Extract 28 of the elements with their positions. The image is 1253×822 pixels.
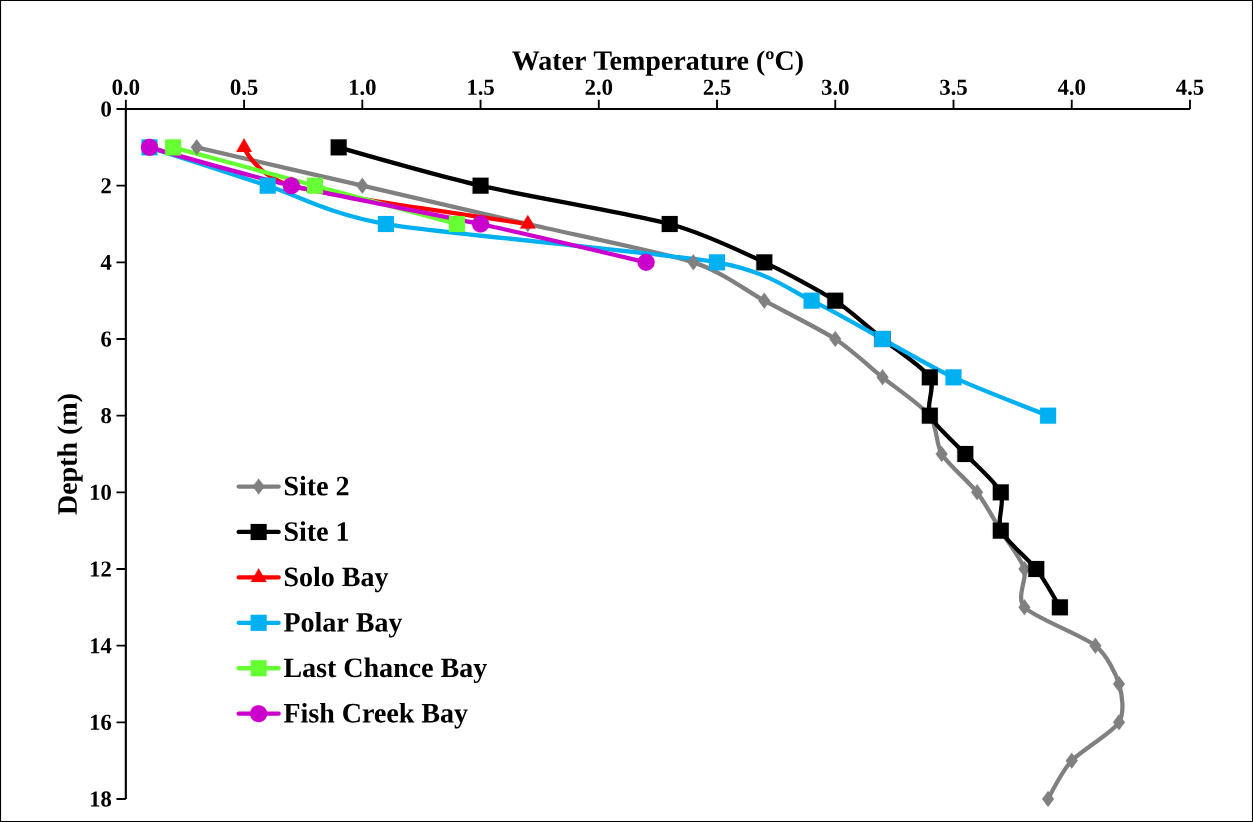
y-tick-label: 6 — [101, 331, 112, 347]
x-tick-label: 0.0 — [112, 79, 140, 95]
legend-label: Site 2 — [284, 475, 349, 496]
legend-label: Solo Bay — [284, 566, 389, 593]
y-tick-label: 2 — [101, 178, 111, 194]
x-tick-label: 2.5 — [703, 79, 731, 95]
x-axis-title: Water Temperature (ºC) — [512, 50, 803, 76]
x-tick-label: 4.5 — [1176, 79, 1204, 95]
x-tick-label: 4.0 — [1057, 79, 1086, 95]
y-tick-label: 0 — [101, 101, 111, 117]
y-axis-title: Depth (m) — [57, 394, 83, 515]
y-tick-label: 12 — [90, 561, 111, 577]
x-tick-label: 0.5 — [230, 79, 258, 95]
legend-label: Last Chance Bay — [283, 657, 487, 684]
x-tick-label: 3.5 — [940, 79, 967, 95]
y-tick-label: 16 — [90, 714, 112, 730]
legend-label: Site 1 — [284, 521, 349, 541]
x-tick-label: 1.0 — [349, 79, 376, 95]
legend-label: Polar Bay — [283, 612, 403, 638]
y-tick-label: 10 — [90, 484, 111, 500]
y-tick-label: 8 — [101, 408, 112, 424]
x-tick-label: 2.0 — [585, 79, 613, 95]
y-tick-label: 18 — [90, 791, 112, 807]
x-tick-label: 3.0 — [821, 79, 849, 95]
x-tick-label: 1.5 — [468, 79, 494, 95]
legend-label: Fish Creek Bay — [283, 702, 468, 729]
y-tick-label: 4 — [100, 254, 112, 270]
y-tick-label: 14 — [90, 638, 112, 654]
